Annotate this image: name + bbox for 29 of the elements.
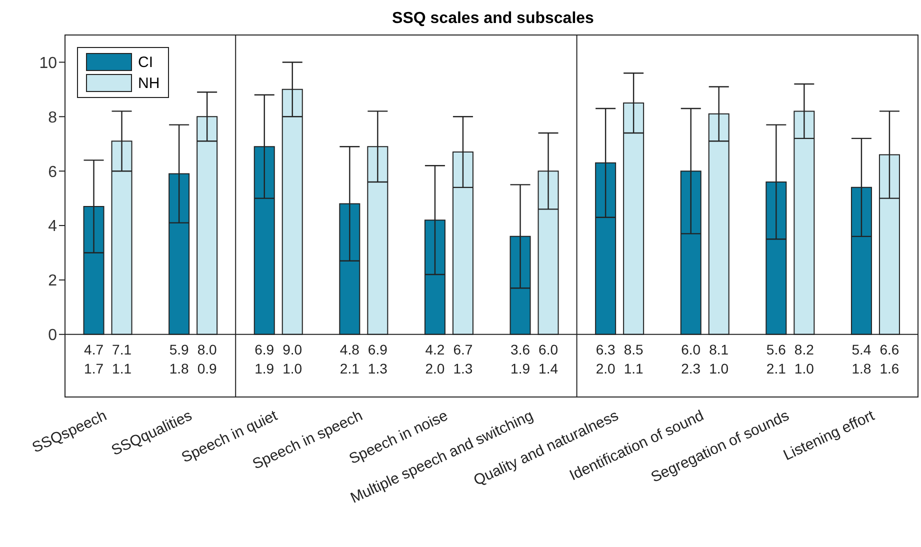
data-label: 8.2 1.0 [794, 341, 814, 376]
data-label: 5.9 1.8 [169, 341, 190, 376]
data-label: 9.0 1.0 [282, 341, 302, 376]
data-label: 6.7 1.3 [453, 341, 473, 376]
data-label: 4.2 2.0 [425, 341, 445, 376]
data-label: 8.1 1.0 [709, 341, 729, 376]
y-tick-label: 4 [48, 218, 58, 236]
data-label: 6.6 1.6 [880, 341, 900, 376]
y-tick-label: 8 [48, 109, 58, 126]
legend-label: NH [138, 74, 160, 92]
legend-label: CI [138, 54, 153, 70]
y-tick-label: 0 [48, 327, 58, 344]
chart-title: SSQ scales and subscales [391, 9, 595, 29]
data-label: 6.3 2.0 [596, 341, 616, 376]
data-label: 5.6 2.1 [766, 341, 786, 376]
data-label: 6.0 1.4 [538, 341, 558, 376]
data-label: 7.1 1.1 [112, 341, 132, 376]
data-label: 8.0 0.9 [197, 341, 218, 376]
y-tick-label: 2 [48, 272, 58, 290]
data-label: 6.9 1.9 [254, 341, 274, 376]
y-tick-label: 10 [39, 54, 58, 72]
data-label: 4.7 1.7 [84, 341, 104, 376]
y-tick-label: 6 [48, 164, 58, 181]
data-label: 5.4 1.8 [852, 341, 872, 376]
data-label: 3.6 1.9 [510, 341, 530, 376]
data-label: 6.0 2.3 [681, 341, 701, 376]
data-label: 4.8 2.1 [340, 341, 360, 376]
data-label: 8.5 1.1 [624, 341, 644, 376]
data-label: 6.9 1.3 [368, 341, 388, 376]
